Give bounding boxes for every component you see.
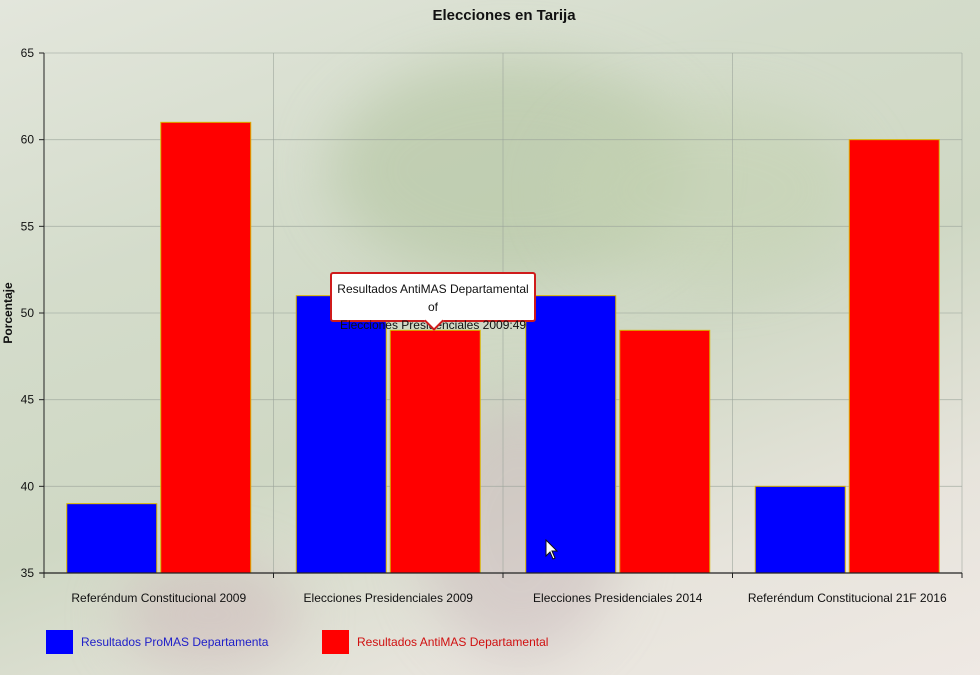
- x-tick-label: Referéndum Constitucional 2009: [71, 591, 246, 605]
- y-tick-label: 55: [21, 219, 35, 233]
- y-tick-label: 45: [21, 393, 35, 407]
- y-tick-label: 40: [21, 479, 35, 493]
- chart-title: Elecciones en Tarija: [432, 7, 576, 24]
- x-tick-label: Referéndum Constitucional 21F 2016: [748, 591, 947, 605]
- x-tick-label: Elecciones Presidenciales 2014: [533, 591, 703, 605]
- y-tick-label: 35: [21, 566, 35, 580]
- legend-label-antimas: Resultados AntiMAS Departamental: [357, 635, 549, 649]
- y-tick-label: 65: [21, 46, 35, 60]
- background-vegetable: [120, 560, 300, 670]
- bar-promas[interactable]: [295, 295, 387, 574]
- bar-antimas[interactable]: [848, 139, 940, 574]
- background-leaf: [560, 100, 860, 280]
- bar-tooltip: Resultados AntiMAS Departamental of Elec…: [330, 272, 536, 332]
- legend-swatch-promas: [46, 630, 73, 654]
- y-tick-labels: 35 40 45 50 55 60 65: [21, 46, 35, 580]
- bar-antimas[interactable]: [160, 121, 252, 574]
- legend-label-promas: Resultados ProMAS Departamenta: [81, 635, 269, 649]
- bar-antimas[interactable]: [389, 329, 481, 574]
- y-tick-label: 60: [21, 133, 35, 147]
- y-tick-label: 50: [21, 306, 35, 320]
- bar-promas[interactable]: [754, 485, 846, 574]
- bar-antimas[interactable]: [619, 329, 711, 574]
- x-tick-label: Elecciones Presidenciales 2009: [304, 591, 474, 605]
- legend-item-promas[interactable]: Resultados ProMAS Departamenta: [46, 630, 268, 654]
- legend-item-antimas[interactable]: Resultados AntiMAS Departamental: [322, 630, 548, 654]
- bar-promas[interactable]: [66, 503, 158, 574]
- tooltip-line-1: Resultados AntiMAS Departamental of: [337, 282, 529, 314]
- axes: [39, 52, 963, 578]
- bars: [66, 121, 940, 574]
- x-tick-labels: Referéndum Constitucional 2009 Elecciones…: [71, 591, 947, 605]
- legend-swatch-antimas: [322, 630, 349, 654]
- mouse-cursor-icon: [545, 539, 559, 560]
- y-axis-label: Porcentaje: [1, 282, 15, 344]
- bar-promas[interactable]: [525, 295, 617, 574]
